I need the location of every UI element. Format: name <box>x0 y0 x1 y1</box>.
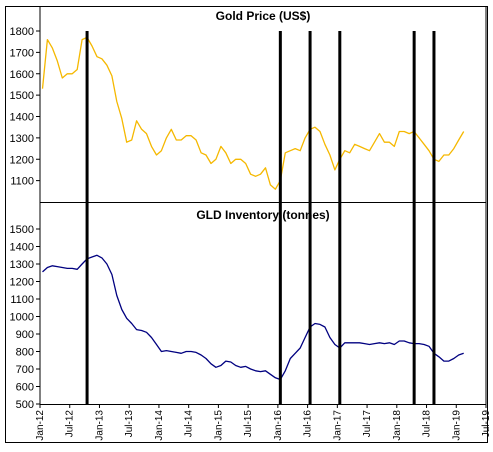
gld-y-tick-label: 1200 <box>10 277 34 289</box>
gld-y-tick-label: 1300 <box>10 259 34 271</box>
gld-y-tick-label: 900 <box>16 329 34 341</box>
x-tick-label: Jul-16 <box>303 410 314 438</box>
x-tick-label: Jul-15 <box>243 410 254 438</box>
gold-series-line <box>41 36 465 190</box>
gld-plot-area <box>39 202 487 405</box>
x-tick-label: Jul-14 <box>184 410 195 438</box>
gold-y-tick-label: 1200 <box>10 154 34 166</box>
gld-y-tick-label: 1500 <box>10 224 34 236</box>
gold-y-tick-label: 1300 <box>10 133 34 145</box>
x-tick-label: Jul-19 <box>481 410 492 438</box>
gold-y-tick-label: 1800 <box>10 26 34 38</box>
gold-chart-title: Gold Price (US$) <box>216 9 311 23</box>
x-tick-label: Jul-18 <box>422 410 433 438</box>
gold-y-tick-label: 1600 <box>10 69 34 81</box>
gld-chart-title: GLD Inventory (tonnes) <box>196 208 329 222</box>
x-tick-label: Jan-13 <box>94 410 105 441</box>
gold-y-tick-label: 1500 <box>10 90 34 102</box>
gld-y-tick-label: 800 <box>16 347 34 359</box>
gld-y-tick-label: 1100 <box>10 294 34 306</box>
gold-y-tick-label: 1400 <box>10 112 34 124</box>
x-tick-label: Jul-12 <box>65 410 76 438</box>
gld-series-line <box>42 254 464 381</box>
gold-y-tick-label: 1700 <box>10 47 34 59</box>
gold-y-tick-label: 1100 <box>10 176 34 188</box>
x-tick-label: Jan-19 <box>451 410 462 441</box>
x-tick-label: Jan-17 <box>332 410 343 441</box>
x-tick-label: Jan-16 <box>273 410 284 441</box>
gld-y-tick-label: 500 <box>16 399 34 411</box>
gld-y-tick-label: 1000 <box>10 312 34 324</box>
x-tick-label: Jul-13 <box>124 410 135 438</box>
gld-y-tick-label: 600 <box>16 382 34 394</box>
x-tick-label: Jan-18 <box>392 410 403 441</box>
gld-y-tick-label: 700 <box>16 364 34 376</box>
x-tick-label: Jan-15 <box>213 410 224 441</box>
x-tick-label: Jan-14 <box>154 410 165 441</box>
x-tick-label: Jan-12 <box>35 410 46 441</box>
gld-y-tick-label: 1400 <box>10 242 34 254</box>
x-tick-label: Jul-17 <box>362 410 373 438</box>
